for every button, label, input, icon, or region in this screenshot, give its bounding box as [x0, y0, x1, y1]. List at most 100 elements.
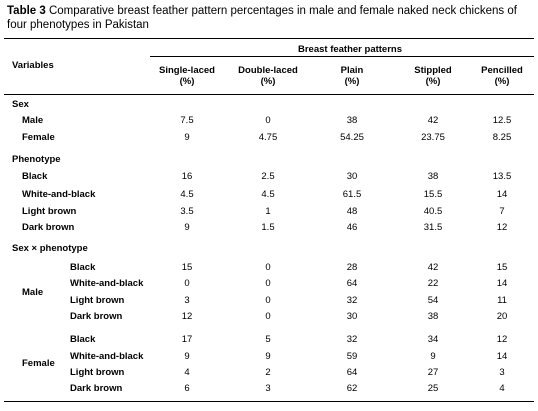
table-cell: 0: [265, 311, 271, 322]
table-cell: 9: [184, 222, 190, 233]
table-cell: 4.5: [180, 189, 194, 200]
table-cell: 14: [496, 351, 508, 362]
row-label: White-and-black: [70, 351, 144, 362]
table-cell: 1: [265, 206, 271, 217]
sex-group-label: Male: [22, 287, 44, 298]
table-cell: 27: [427, 367, 439, 378]
table-cell: 42: [427, 262, 439, 273]
table-cell: 48: [346, 206, 358, 217]
table-cell: 12: [496, 222, 508, 233]
table-cell: 3: [265, 383, 271, 394]
row-label: Black: [70, 262, 96, 273]
table-cell: 0: [265, 262, 271, 273]
table-cell: 23.75: [421, 132, 445, 143]
table-cell: 4.75: [258, 132, 278, 143]
table-cell: 14: [496, 189, 508, 200]
table-cell: 25: [427, 383, 439, 394]
table-cell: 3.5: [180, 206, 194, 217]
table-cell: 16: [181, 171, 193, 182]
table-cell: 17: [181, 334, 193, 345]
column-header: Stippled (%): [394, 65, 472, 87]
table-cell: 0: [265, 115, 271, 126]
table-cell: 30: [346, 311, 358, 322]
table-cell: 38: [346, 115, 358, 126]
column-header-unit: (%): [344, 76, 360, 87]
section-title-interaction: Sex × phenotype: [12, 243, 88, 254]
column-header-name: Pencilled: [481, 65, 523, 76]
table-cell: 4: [184, 367, 190, 378]
column-header-unit: (%): [260, 76, 276, 87]
table-cell: 38: [427, 171, 439, 182]
table-cell: 64: [346, 367, 358, 378]
table-cell: 32: [346, 334, 358, 345]
table-cell: 4: [499, 383, 505, 394]
sex-group-label: Female: [22, 358, 55, 369]
row-label: Black: [70, 334, 96, 345]
table-cell: 3: [184, 295, 190, 306]
row-label: Light brown: [70, 367, 125, 378]
table-cell: 5: [265, 334, 271, 345]
column-header: Plain (%): [313, 65, 391, 87]
table-cell: 40.5: [423, 206, 443, 217]
table-cell: 0: [265, 295, 271, 306]
table-cell: 30: [346, 171, 358, 182]
column-header-name: Single-laced: [159, 65, 215, 76]
row-label: Dark brown: [70, 383, 123, 394]
table-cell: 32: [346, 295, 358, 306]
table-caption: Table 3 Comparative breast feather patte…: [7, 4, 531, 32]
column-header-name: Double-laced: [238, 65, 298, 76]
row-label: Light brown: [22, 206, 77, 217]
group-header: Breast feather patterns: [297, 44, 402, 55]
row-label: Dark brown: [70, 311, 123, 322]
table-rule: [4, 94, 534, 95]
table-cell: 9: [184, 132, 190, 143]
table-cell: 12: [496, 334, 508, 345]
table-cell: 15: [496, 262, 508, 273]
table-cell: 9: [265, 351, 271, 362]
table-cell: 12: [181, 311, 193, 322]
table-cell: 20: [496, 311, 508, 322]
table-cell: 38: [427, 311, 439, 322]
table-cell: 13.5: [492, 171, 512, 182]
table-cell: 2.5: [261, 171, 275, 182]
row-label: White-and-black: [70, 278, 144, 289]
table-cell: 14: [496, 278, 508, 289]
section-title-sex: Sex: [12, 99, 29, 110]
column-header: Double-laced (%): [229, 65, 307, 87]
table-cell: 4.5: [261, 189, 275, 200]
column-header-name: Plain: [340, 65, 364, 76]
table-cell: 62: [346, 383, 358, 394]
table-cell: 1.5: [261, 222, 275, 233]
row-label: Black: [22, 171, 48, 182]
table-cell: 59: [346, 351, 358, 362]
row-label: Female: [22, 132, 55, 143]
column-header-unit: (%): [179, 76, 195, 87]
table-rule: [4, 38, 534, 39]
table-cell: 9: [430, 351, 436, 362]
table-cell: 54.25: [340, 132, 364, 143]
table-cell: 22: [427, 278, 439, 289]
column-header-unit: (%): [494, 76, 510, 87]
table-cell: 2: [265, 367, 271, 378]
row-label: Light brown: [70, 295, 125, 306]
row-label: Dark brown: [22, 222, 75, 233]
column-header-unit: (%): [425, 76, 441, 87]
table-cell: 0: [265, 278, 271, 289]
table-cell: 7: [499, 206, 505, 217]
variables-header: Variables: [12, 60, 54, 71]
column-header: Pencilled (%): [463, 65, 538, 87]
table-cell: 15: [181, 262, 193, 273]
table-cell: 64: [346, 278, 358, 289]
table-cell: 15.5: [423, 189, 443, 200]
table-rule: [4, 401, 534, 402]
table-caption-label: Table 3: [7, 5, 46, 17]
section-title-phenotype: Phenotype: [12, 154, 61, 165]
table-caption-text: Comparative breast feather pattern perce…: [7, 5, 517, 31]
table-cell: 61.5: [342, 189, 362, 200]
table-cell: 28: [346, 262, 358, 273]
table-cell: 9: [184, 351, 190, 362]
table-cell: 0: [184, 278, 190, 289]
table-cell: 12.5: [492, 115, 512, 126]
table-cell: 46: [346, 222, 358, 233]
table-cell: 31.5: [423, 222, 443, 233]
